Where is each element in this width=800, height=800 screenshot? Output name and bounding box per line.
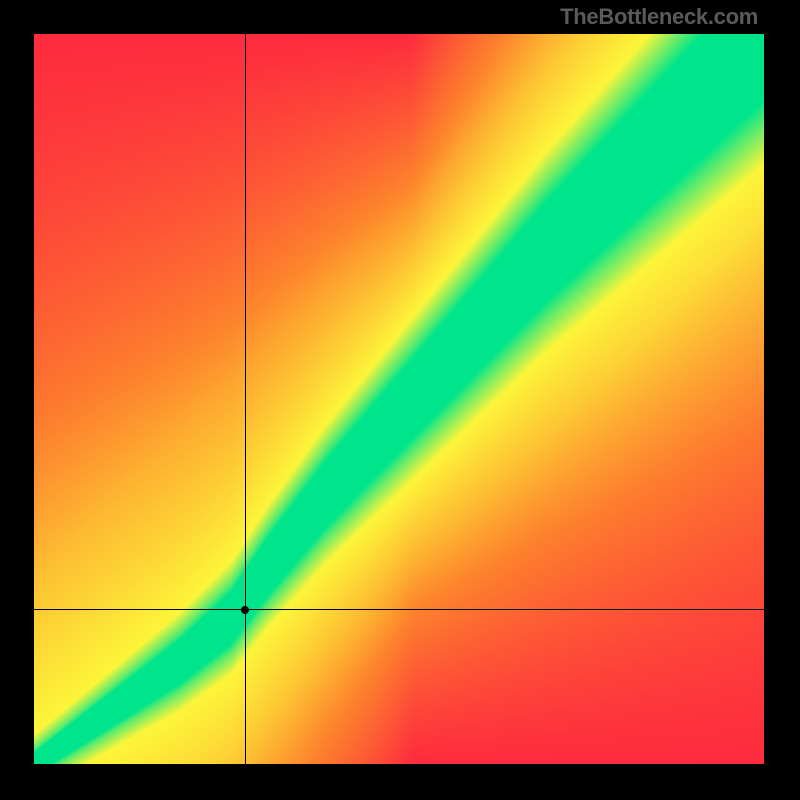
crosshair-horizontal	[34, 609, 764, 610]
crosshair-vertical	[245, 34, 246, 764]
plot-area	[34, 34, 764, 764]
watermark-text: TheBottleneck.com	[560, 4, 758, 30]
chart-container: TheBottleneck.com	[0, 0, 800, 800]
heatmap-canvas	[34, 34, 764, 764]
